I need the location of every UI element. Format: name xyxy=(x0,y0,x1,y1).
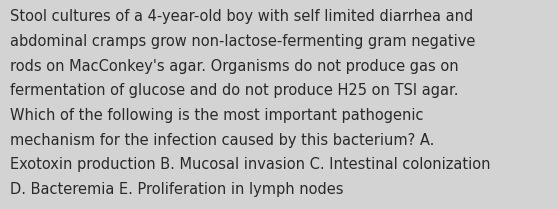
Text: Stool cultures of a 4-year-old boy with self limited diarrhea and: Stool cultures of a 4-year-old boy with … xyxy=(10,9,473,24)
Text: Exotoxin production B. Mucosal invasion C. Intestinal colonization: Exotoxin production B. Mucosal invasion … xyxy=(10,157,490,172)
Text: abdominal cramps grow non-lactose-fermenting gram negative: abdominal cramps grow non-lactose-fermen… xyxy=(10,34,475,49)
Text: rods on MacConkey's agar. Organisms do not produce gas on: rods on MacConkey's agar. Organisms do n… xyxy=(10,59,459,74)
Text: Which of the following is the most important pathogenic: Which of the following is the most impor… xyxy=(10,108,424,123)
Text: fermentation of glucose and do not produce H25 on TSI agar.: fermentation of glucose and do not produ… xyxy=(10,83,459,98)
Text: mechanism for the infection caused by this bacterium? A.: mechanism for the infection caused by th… xyxy=(10,133,435,148)
Text: D. Bacteremia E. Proliferation in lymph nodes: D. Bacteremia E. Proliferation in lymph … xyxy=(10,182,344,197)
